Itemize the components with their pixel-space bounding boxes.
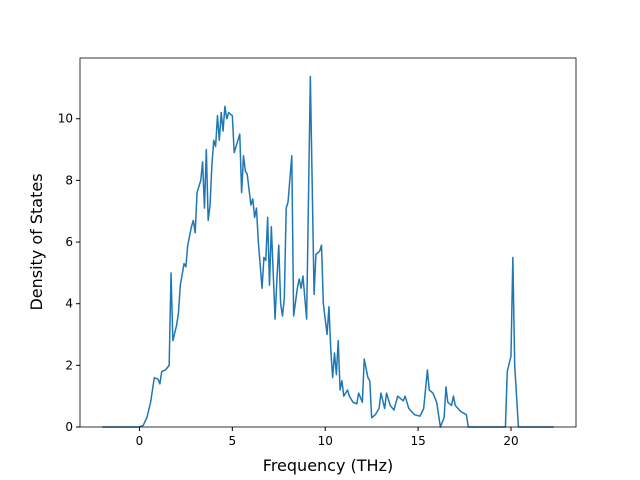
x-tick-label: 10 bbox=[318, 434, 333, 448]
y-tick-label: 8 bbox=[65, 173, 73, 187]
y-tick-label: 6 bbox=[65, 235, 73, 249]
x-tick-label: 5 bbox=[229, 434, 237, 448]
y-tick-label: 2 bbox=[65, 358, 73, 372]
plot-frame bbox=[79, 57, 577, 428]
y-tick-label: 0 bbox=[65, 420, 73, 434]
x-tick-label: 20 bbox=[503, 434, 518, 448]
line bbox=[102, 75, 554, 428]
y-tick-label: 4 bbox=[65, 297, 73, 311]
x-axis-label: Frequency (THz) bbox=[263, 456, 393, 475]
x-tick-label: 0 bbox=[136, 434, 144, 448]
x-tick-label: 15 bbox=[410, 434, 425, 448]
y-axis-label: Density of States bbox=[27, 173, 46, 310]
y-tick-label: 10 bbox=[58, 112, 73, 126]
